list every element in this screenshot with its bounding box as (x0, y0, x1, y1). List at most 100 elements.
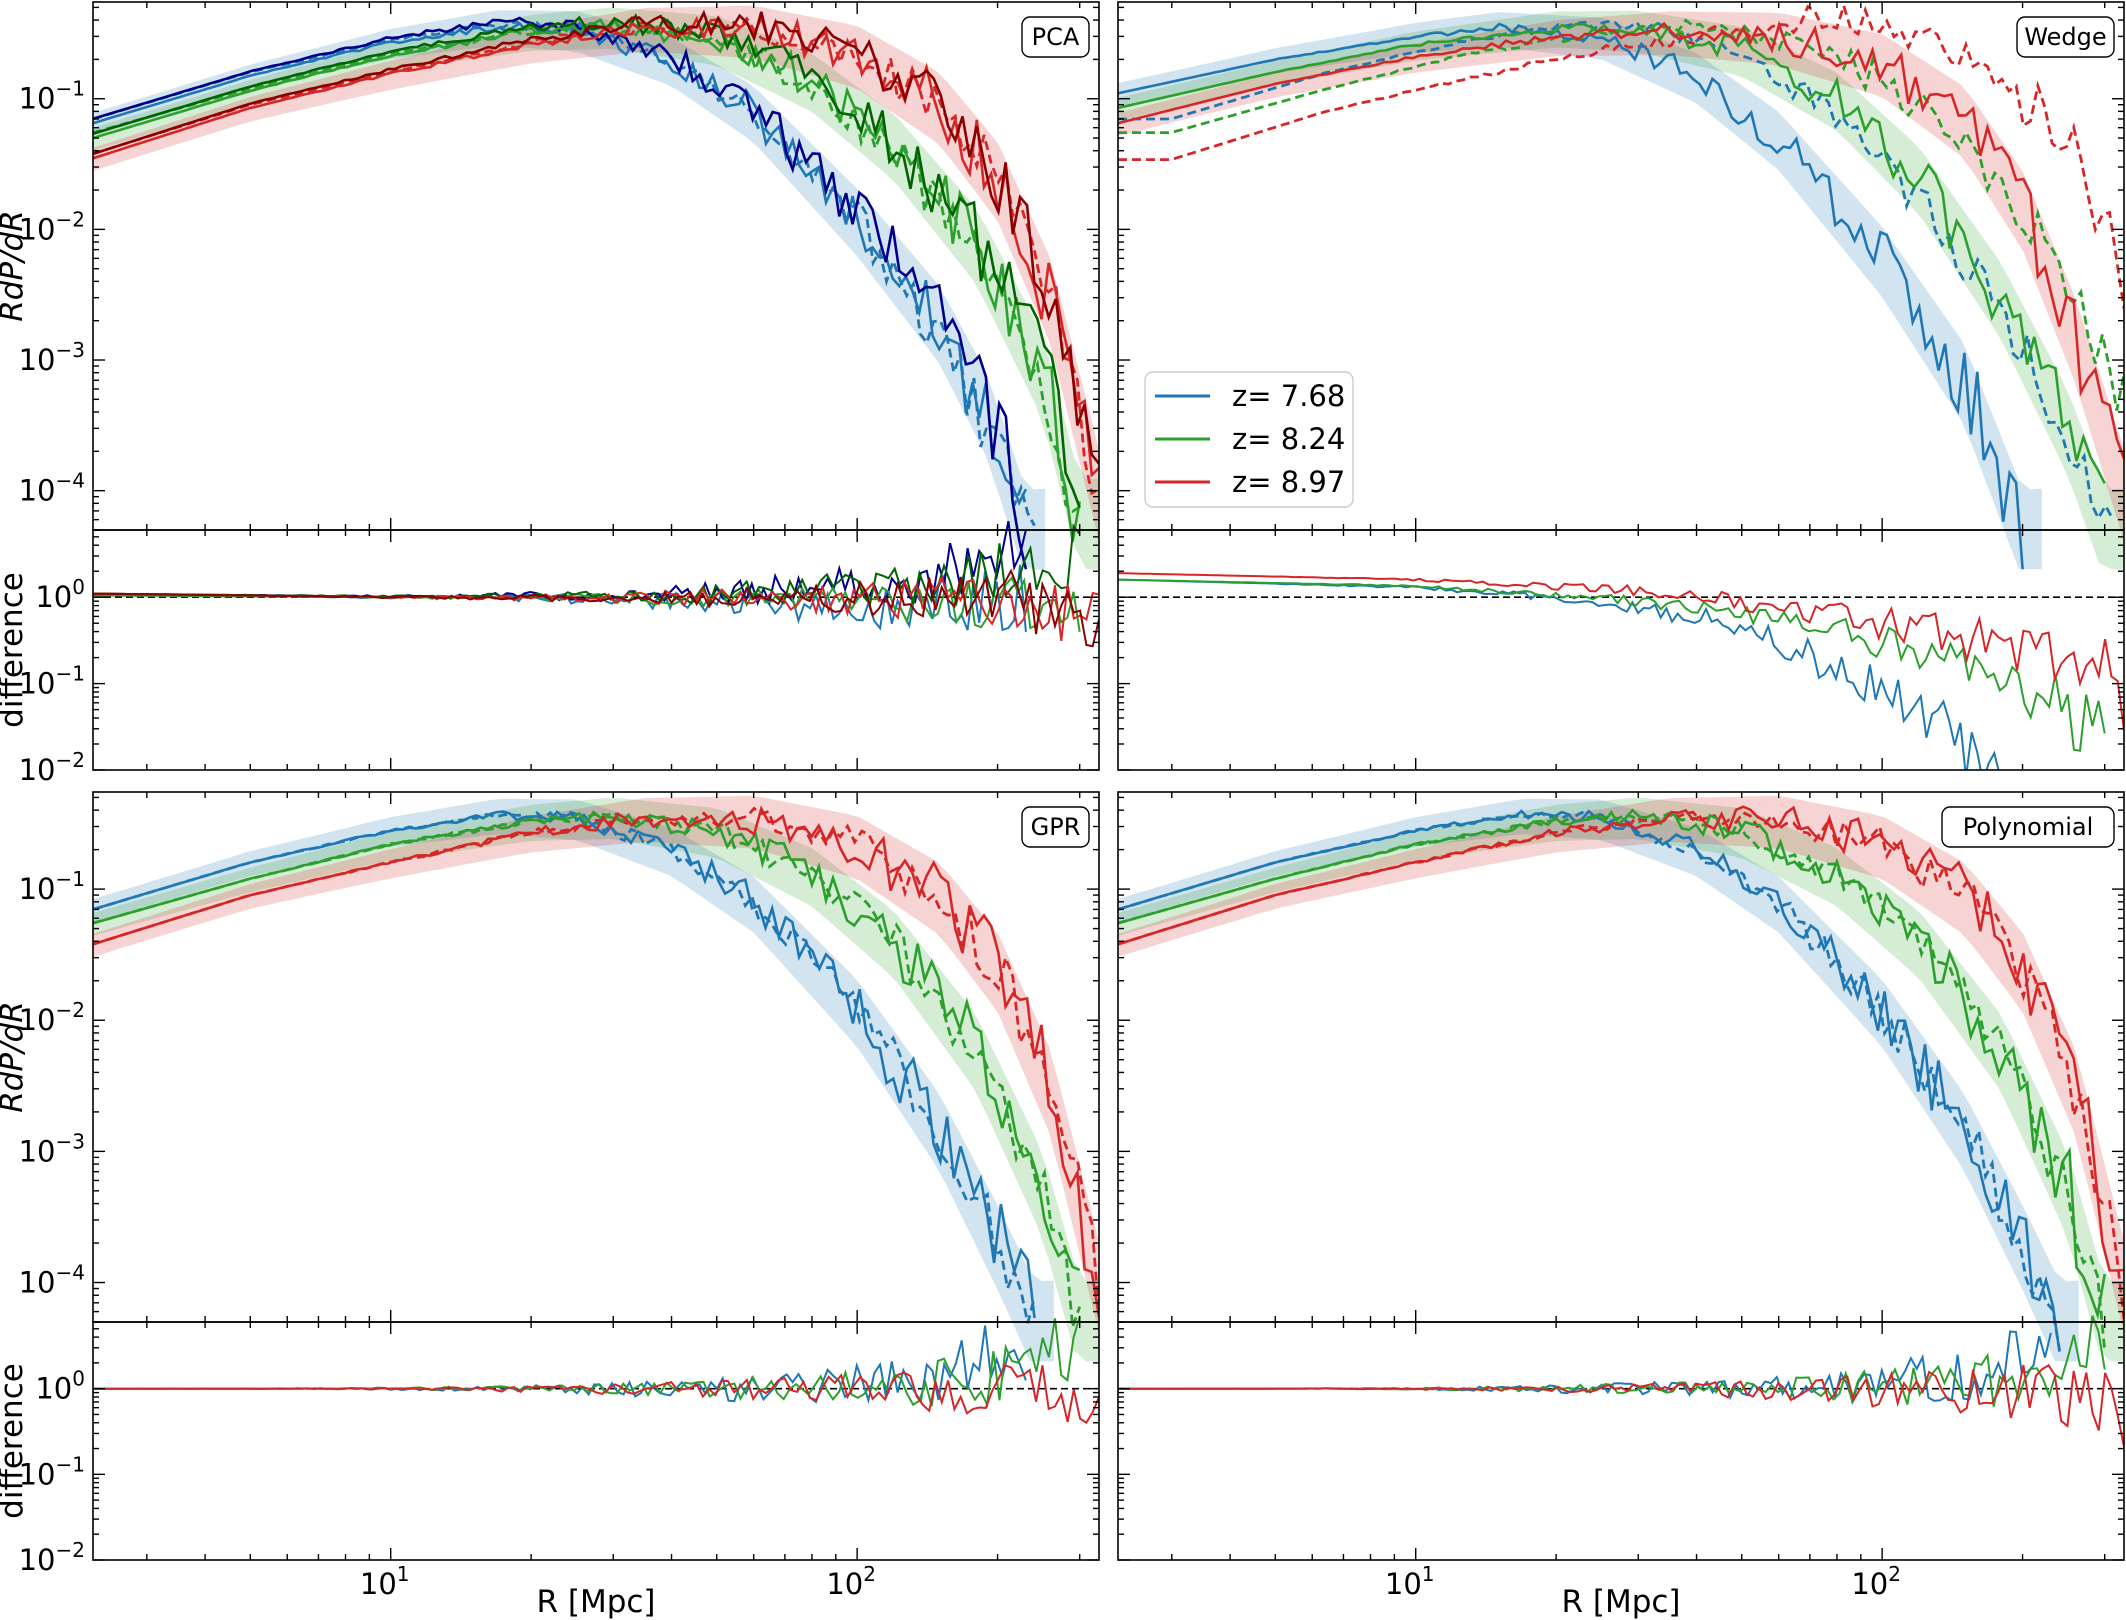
tick-base: 10 (19, 1266, 56, 1300)
y-tick-label: 10−1 (19, 1452, 85, 1491)
tick-exponent: −1 (56, 867, 85, 891)
true-line-z-8-24 (93, 18, 1081, 514)
y-tick-label: 10−2 (19, 207, 85, 246)
panel-badge-label: GPR (1031, 813, 1081, 841)
panel-badge (2016, 16, 2115, 58)
legend-label: z= 8.97 (1232, 465, 1345, 499)
ratio-line-z-8-24 (1118, 578, 2106, 752)
tick-exponent: −3 (56, 338, 85, 362)
ylabel-main-bottom: RdP/dR (0, 1001, 30, 1113)
tick-exponent: −4 (56, 1261, 85, 1285)
ylabel-ratio-top: difference (0, 572, 30, 728)
ratio-axes-frame (92, 1321, 1100, 1561)
line-z-7-68 (1118, 809, 2061, 1352)
ratio-axes-frame (1117, 1321, 2125, 1561)
y-tick-label: 10−2 (19, 748, 85, 787)
ratio-axes-frame (92, 529, 1100, 771)
line-z-7-68 (1118, 22, 2024, 570)
tick-base: 10 (35, 1372, 72, 1406)
legend: z= 7.68 z= 8.24 z= 8.97 (1144, 371, 1354, 508)
panel-badge-label: Polynomial (1963, 813, 2094, 841)
y-tick-label: 100 (35, 1367, 85, 1406)
panel-badge (1021, 16, 1090, 58)
y-tick-label: 10−3 (19, 1129, 85, 1168)
tick-base: 10 (19, 667, 56, 701)
tick-exponent: −1 (56, 1452, 85, 1476)
ticks (93, 2, 1099, 771)
y-tick-label: 10−4 (19, 1261, 85, 1300)
tick-exponent: −2 (56, 1538, 85, 1562)
legend-label: z= 8.24 (1232, 422, 1345, 456)
panel-badge (1941, 806, 2115, 848)
band-z-7-68 (1118, 12, 2042, 570)
ratio-line-z-8-97 (93, 1363, 1099, 1425)
xlabel-left: R [Mpc] (536, 1584, 655, 1620)
line-z-8-97 (1118, 20, 2124, 460)
tick-base: 10 (1385, 1567, 1422, 1601)
tick-base: 10 (19, 1134, 56, 1168)
line-z-7-68 (93, 809, 1036, 1319)
true-line-z-8-97 (1118, 2, 2124, 309)
tick-exponent: −2 (56, 748, 85, 772)
line-dark-z-8-97 (93, 9, 1099, 465)
true-line-z-7-68 (93, 810, 1036, 1324)
tick-base: 10 (19, 343, 56, 377)
y-tick-label: 10−2 (19, 1538, 85, 1577)
true-line-z-8-97 (93, 16, 1099, 496)
tick-exponent: −2 (56, 998, 85, 1022)
tick-base: 10 (19, 753, 56, 787)
tick-exponent: 2 (863, 1562, 876, 1586)
tick-base: 10 (19, 1457, 56, 1491)
band-z-8-24 (1118, 10, 2124, 570)
y-tick-label: 10−1 (19, 662, 85, 701)
ratio-line-z-8-97 (1118, 572, 2124, 731)
axis-labels: RdP/dR difference RdP/dR difference R [M… (0, 210, 1681, 1620)
x-tick-label: 101 (360, 1562, 410, 1601)
x-tick-label: 102 (826, 1562, 876, 1601)
tick-exponent: −3 (56, 1129, 85, 1153)
y-tick-label: 10−1 (19, 867, 85, 906)
x-tick-label: 102 (1851, 1562, 1901, 1601)
y-tick-label: 10−4 (19, 469, 85, 508)
tick-exponent: −1 (56, 662, 85, 686)
line-z-8-24 (1118, 808, 2106, 1320)
line-z-8-24 (1118, 22, 2106, 484)
legend-frame (1144, 371, 1354, 508)
tick-base: 10 (19, 1543, 56, 1577)
tick-base: 10 (19, 474, 56, 508)
panel-data (93, 795, 1099, 1425)
tick-base: 10 (19, 872, 56, 906)
y-tick-label: 10−3 (19, 338, 85, 377)
line-dark-z-7-68 (93, 16, 1028, 570)
line-z-8-97 (93, 805, 1099, 1318)
x-tick-label: 101 (1385, 1562, 1435, 1601)
ylabel-main-top: RdP/dR (0, 210, 30, 322)
tick-base: 10 (826, 1567, 863, 1601)
band-z-7-68 (1118, 798, 2079, 1362)
panel-badge-label: PCA (1032, 23, 1080, 51)
y-tick-label: 10−1 (19, 77, 85, 116)
tick-base: 10 (19, 82, 56, 116)
tick-exponent: 1 (397, 1562, 410, 1586)
tick-exponent: −1 (56, 77, 85, 101)
panel-data (1118, 795, 2124, 1447)
tick-base: 10 (1851, 1567, 1888, 1601)
true-line-z-7-68 (1118, 19, 2114, 522)
tick-exponent: 1 (1422, 1562, 1435, 1586)
tick-exponent: 2 (1888, 1562, 1901, 1586)
panel-data (1118, 2, 2124, 770)
y-tick-label: 10−2 (19, 998, 85, 1037)
ticks (93, 792, 1099, 1561)
panel-badge (1021, 806, 1090, 848)
line-z-8-97 (1118, 805, 2124, 1272)
tick-base: 10 (35, 580, 72, 614)
ratio-line-z-8-97 (93, 568, 1099, 648)
band-z-7-68 (93, 798, 1054, 1362)
ticks (1118, 792, 2124, 1561)
line-z-8-97 (93, 14, 1099, 478)
